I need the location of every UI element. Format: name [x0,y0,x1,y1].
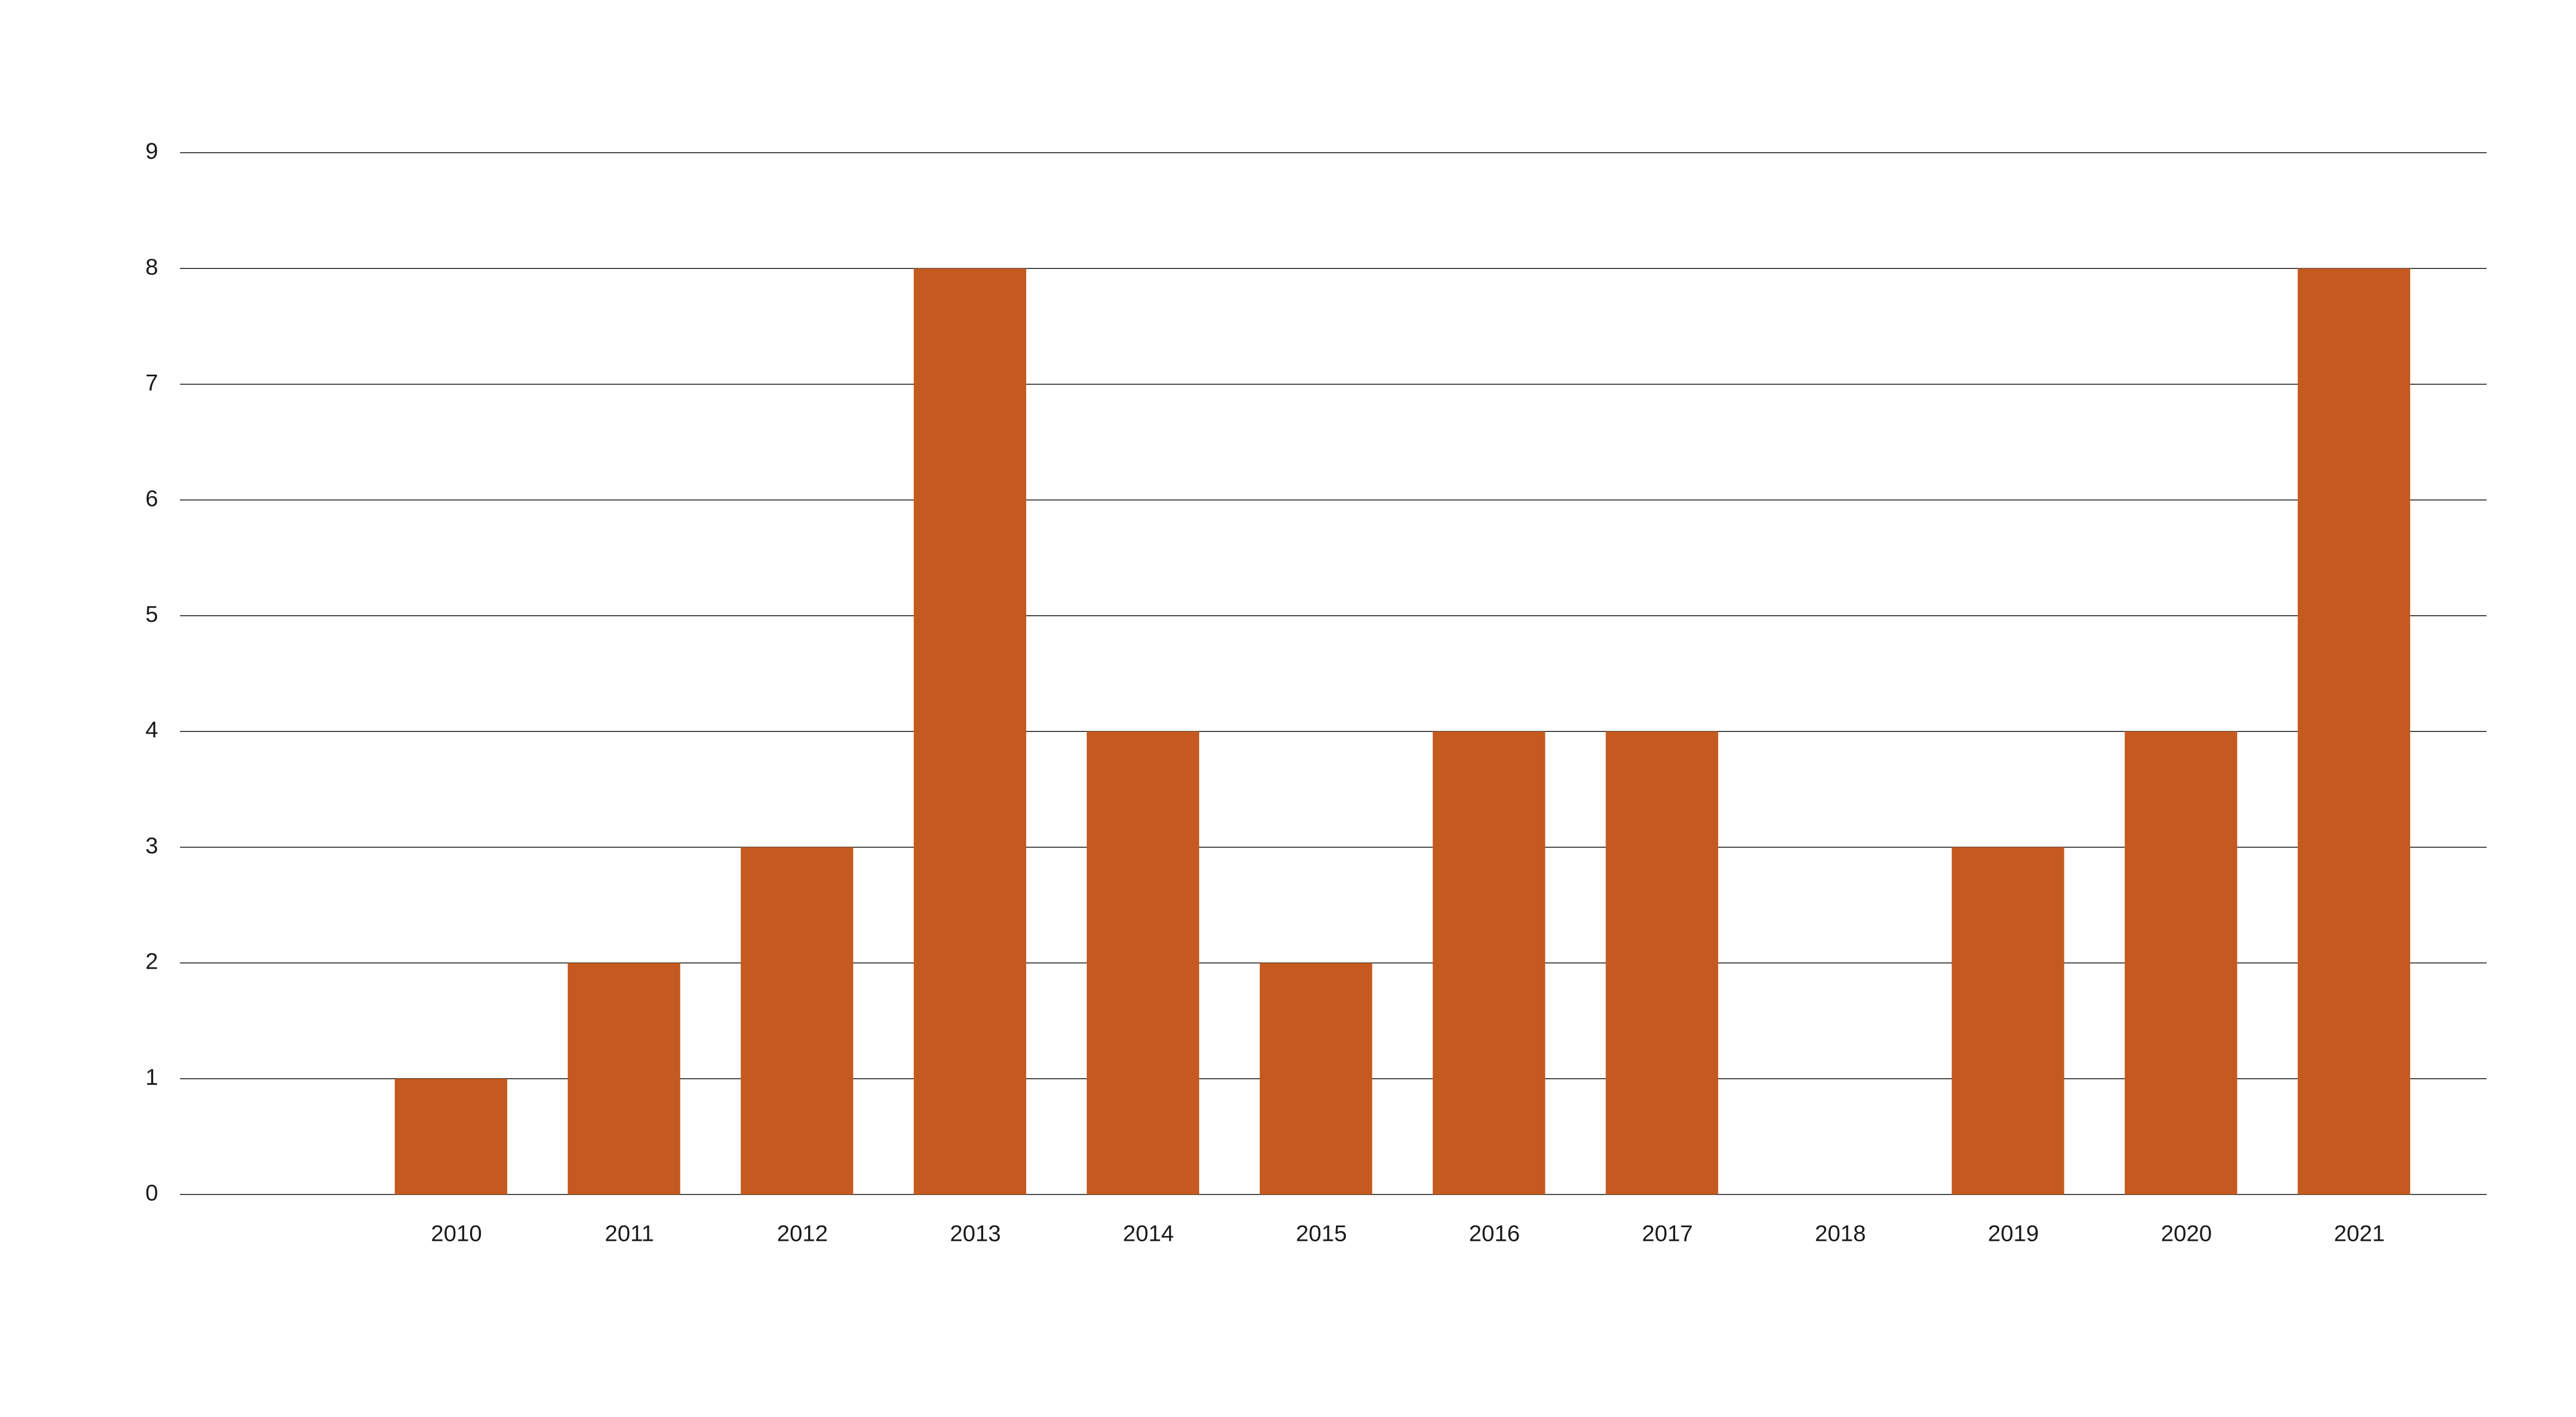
bar [568,963,680,1194]
x-tick-label: 2019 [1988,1220,2039,1246]
y-tick-label: 6 [146,485,158,511]
bar [1433,731,1545,1194]
x-tick-label: 2016 [1469,1220,1520,1246]
bar [741,847,853,1194]
x-tick-label: 2017 [1642,1220,1693,1246]
x-tick-label: 2010 [431,1220,482,1246]
x-tick-label: 2018 [1815,1220,1865,1246]
y-tick-label: 9 [146,138,158,164]
bar [2298,268,2410,1194]
y-tick-label: 0 [146,1180,158,1205]
x-tick-label: 2015 [1296,1220,1347,1246]
bar [1606,731,1718,1194]
x-tick-label: 2012 [777,1220,828,1246]
x-tick-label: 2020 [2161,1220,2212,1246]
bar-chart-svg: 0 1 2 3 4 5 6 7 8 9 2010 2011 2012 2013 2014 2015 2016 20… [0,0,2576,1417]
bar [1952,847,2064,1194]
y-tick-label: 2 [146,948,158,974]
x-tick-label: 2014 [1123,1220,1173,1246]
y-tick-label: 1 [146,1064,158,1090]
bar [914,268,1026,1194]
bar [1260,963,1372,1194]
y-tick-label: 3 [146,832,158,858]
y-tick-label: 7 [146,370,158,395]
bar-chart: 0 1 2 3 4 5 6 7 8 9 2010 2011 2012 2013 2014 2015 2016 20… [0,0,2576,1417]
x-tick-label: 2011 [605,1220,654,1246]
x-tick-label: 2021 [2334,1220,2385,1246]
bar [395,1079,507,1194]
y-tick-label: 5 [146,601,158,627]
x-tick-label: 2013 [950,1220,1001,1246]
y-tick-label: 8 [146,254,158,279]
bar [2124,731,2237,1194]
bar [1087,731,1199,1194]
y-tick-label: 4 [146,717,158,742]
